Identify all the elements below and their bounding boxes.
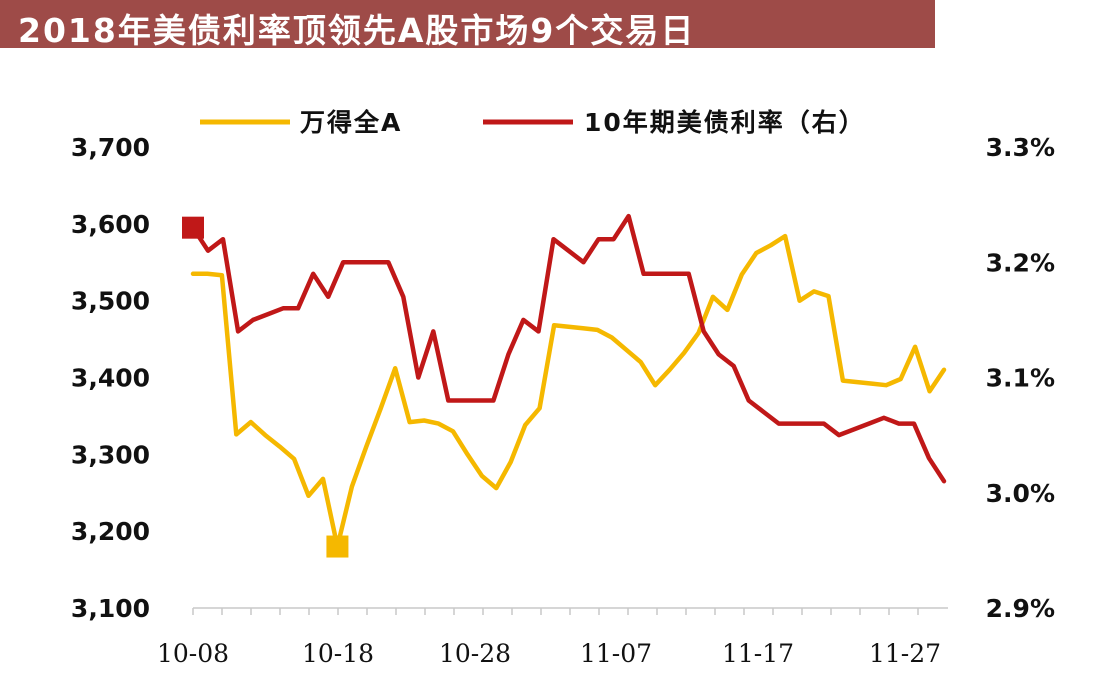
legend-label-wind-a: 万得全A: [300, 108, 402, 137]
left-tick-label: 3,100: [71, 594, 150, 623]
series-markers: [182, 216, 349, 558]
legend-label-us-10y: 10年期美债利率（右）: [584, 108, 866, 137]
right-tick-label: 3.1%: [986, 364, 1055, 393]
x-tick-label: 10-28: [439, 639, 511, 668]
right-tick-label: 3.0%: [986, 479, 1055, 508]
left-tick-label: 3,300: [71, 440, 150, 469]
left-tick-label: 3,400: [71, 364, 150, 393]
right-tick-label: 2.9%: [986, 594, 1055, 623]
wind-a-share-low-marker: [326, 535, 349, 558]
x-tick-label: 11-07: [580, 639, 652, 668]
title-banner: 2018年美债利率顶领先A股市场9个交易日: [0, 0, 935, 50]
left-tick-label: 3,500: [71, 287, 150, 316]
chart-title: 2018年美债利率顶领先A股市场9个交易日: [18, 11, 696, 50]
wind-a-share-line: [190, 233, 947, 549]
left-tick-label: 3,700: [71, 133, 150, 162]
x-tick-label: 10-18: [302, 639, 374, 668]
right-tick-label: 3.2%: [986, 248, 1055, 277]
axes: 3,100 3,200 3,300 3,400 3,500 3,600 3,700 2.9% 3…: [71, 133, 1055, 668]
right-tick-label: 3.3%: [986, 133, 1055, 162]
left-tick-label: 3,200: [71, 517, 150, 546]
legend: 万得全A 10年期美债利率（右）: [200, 108, 866, 137]
x-tick-label: 10-08: [157, 639, 229, 668]
us-10y-yield-line: [190, 213, 947, 484]
left-tick-label: 3,600: [71, 210, 150, 239]
us-10y-yield-peak-marker: [182, 216, 204, 239]
x-tick-label: 11-17: [722, 639, 794, 668]
series-lines: [190, 213, 947, 549]
x-tick-label: 11-27: [869, 639, 941, 668]
